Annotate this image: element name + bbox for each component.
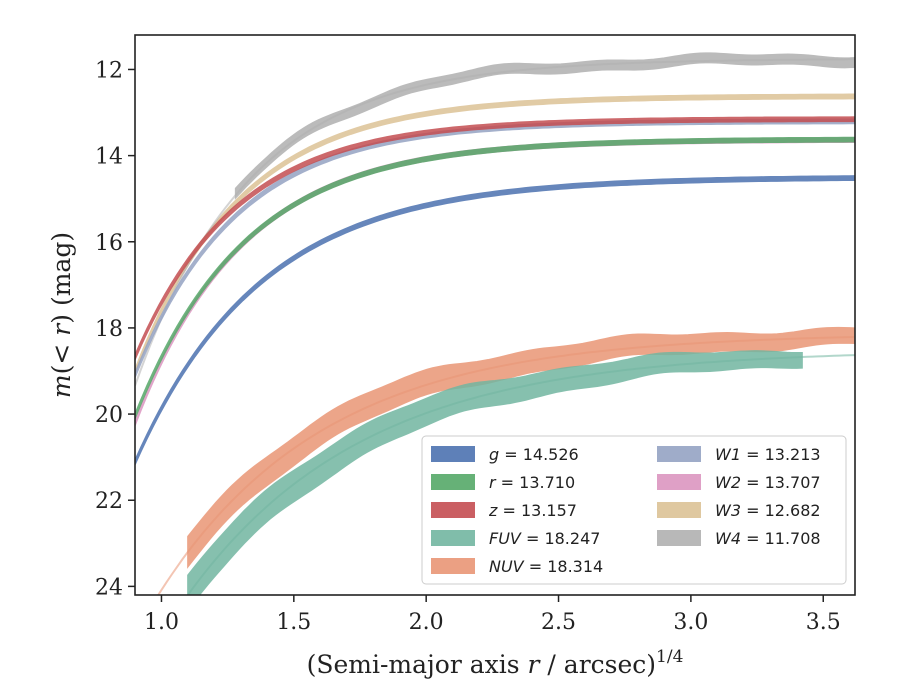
y-tick-label: 20 xyxy=(95,403,123,428)
legend-swatch xyxy=(431,446,475,462)
legend-swatch xyxy=(431,502,475,518)
series-w3-band xyxy=(135,93,855,374)
legend-label: g = 14.526 xyxy=(489,445,579,464)
legend-entry-g: g = 14.526 xyxy=(431,445,579,464)
legend-entry-z: z = 13.157 xyxy=(431,501,577,520)
series-nuv-band xyxy=(187,326,855,569)
legend-label: W1 = 13.213 xyxy=(715,445,821,464)
legend-swatch xyxy=(657,502,701,518)
legend-label: FUV = 18.247 xyxy=(489,529,600,548)
series-g xyxy=(135,175,855,465)
x-tick-label: 1.0 xyxy=(144,610,179,635)
series-fuv xyxy=(186,350,855,595)
series-w3 xyxy=(135,93,855,374)
legend-entry-w1: W1 = 13.213 xyxy=(657,445,821,464)
x-tick-label: 3.0 xyxy=(673,610,708,635)
legend-label: z = 13.157 xyxy=(488,501,577,520)
legend-entry-r: r = 13.710 xyxy=(431,473,575,492)
x-tick-label: 2.0 xyxy=(409,610,444,635)
y-tick-label: 22 xyxy=(95,489,123,514)
y-tick-label: 12 xyxy=(95,58,123,83)
legend: g = 14.526 r = 13.710 z = 13.157 FUV = 18.2… xyxy=(421,435,847,585)
legend-entry-w2: W2 = 13.707 xyxy=(657,473,821,492)
legend-label: NUV = 18.314 xyxy=(489,557,603,576)
legend-entry-nuv: NUV = 18.314 xyxy=(431,557,603,576)
series-layer xyxy=(135,52,855,595)
x-axis-label: (Semi-major axis r / arcsec)1/4 xyxy=(307,647,684,679)
y-axis-label: m(< r) (mag) xyxy=(47,232,76,398)
y-tick-label: 18 xyxy=(95,317,123,342)
x-tick-label: 3.5 xyxy=(806,610,841,635)
series-r-band xyxy=(135,136,855,419)
y-axis-ticks: 12 14 16 18 20 22 24 xyxy=(95,58,135,600)
x-tick-label: 1.5 xyxy=(276,610,311,635)
legend-label: W2 = 13.707 xyxy=(715,473,821,492)
legend-swatch xyxy=(657,446,701,462)
legend-swatch xyxy=(657,530,701,546)
series-z-band xyxy=(135,116,855,360)
series-r xyxy=(135,136,855,419)
legend-label: W3 = 12.682 xyxy=(715,501,821,520)
legend-label: W4 = 11.708 xyxy=(715,529,821,548)
x-tick-label: 2.5 xyxy=(541,610,576,635)
series-z xyxy=(135,116,855,360)
x-axis-ticks: 1.0 1.5 2.0 2.5 3.0 3.5 xyxy=(144,595,841,635)
series-fuv-band xyxy=(187,350,803,595)
legend-swatch xyxy=(657,474,701,490)
legend-swatch xyxy=(431,474,475,490)
y-tick-label: 14 xyxy=(95,145,123,170)
y-tick-label: 24 xyxy=(95,575,123,600)
series-g-band xyxy=(135,175,855,465)
legend-box xyxy=(421,435,847,585)
legend-entry-w3: W3 = 12.682 xyxy=(657,501,821,520)
legend-label: r = 13.710 xyxy=(489,473,575,492)
legend-swatch xyxy=(431,530,475,546)
legend-swatch xyxy=(431,558,475,574)
legend-entry-w4: W4 = 11.708 xyxy=(657,529,821,548)
legend-entry-fuv: FUV = 18.247 xyxy=(431,529,600,548)
series-nuv xyxy=(157,326,855,595)
plot-frame xyxy=(134,34,856,596)
series-w4 xyxy=(135,52,855,387)
series-w4-band xyxy=(234,52,855,200)
y-tick-label: 16 xyxy=(95,231,123,256)
